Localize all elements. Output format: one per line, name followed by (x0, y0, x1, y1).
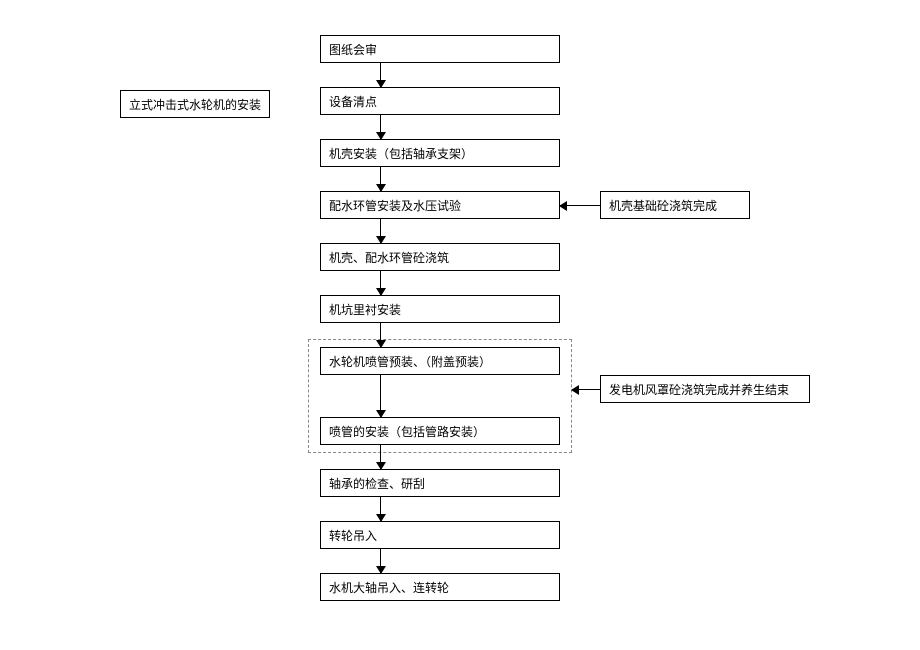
flow-arrow-left (572, 389, 600, 390)
main-node: 喷管的安装（包括管路安装） (320, 417, 560, 445)
main-node: 图纸会审 (320, 35, 560, 63)
flow-arrow-left (560, 205, 600, 206)
side-node: 机壳基础砼浇筑完成 (600, 191, 750, 219)
node-label: 轴承的检查、研刮 (329, 475, 425, 492)
flow-arrow-down (380, 445, 381, 469)
main-node: 机坑里衬安装 (320, 295, 560, 323)
title-label: 立式冲击式水轮机的安装 (129, 96, 261, 113)
side-label: 机壳基础砼浇筑完成 (609, 197, 717, 214)
flow-arrow-down (380, 549, 381, 573)
node-label: 设备清点 (329, 93, 377, 110)
main-node: 水机大轴吊入、连转轮 (320, 573, 560, 601)
side-label: 发电机风罩砼浇筑完成并养生结束 (609, 381, 789, 398)
flow-arrow-down (380, 63, 381, 87)
main-node: 机壳、配水环管砼浇筑 (320, 243, 560, 271)
flow-arrow-down (380, 375, 381, 417)
flow-arrow-down (380, 115, 381, 139)
flow-arrow-down (380, 271, 381, 295)
node-label: 配水环管安装及水压试验 (329, 197, 461, 214)
flow-arrow-down (380, 323, 381, 347)
main-node: 机壳安装（包括轴承支架） (320, 139, 560, 167)
node-label: 机坑里衬安装 (329, 301, 401, 318)
main-node: 配水环管安装及水压试验 (320, 191, 560, 219)
node-label: 机壳安装（包括轴承支架） (329, 145, 473, 162)
node-label: 水轮机喷管预装、（附盖预装） (329, 353, 491, 370)
flow-arrow-down (380, 497, 381, 521)
node-label: 水机大轴吊入、连转轮 (329, 579, 449, 596)
node-label: 机壳、配水环管砼浇筑 (329, 249, 449, 266)
main-node: 设备清点 (320, 87, 560, 115)
node-label: 喷管的安装（包括管路安装） (329, 423, 485, 440)
node-label: 图纸会审 (329, 41, 377, 58)
main-node: 水轮机喷管预装、（附盖预装） (320, 347, 560, 375)
title-node: 立式冲击式水轮机的安装 (120, 90, 270, 118)
flow-arrow-down (380, 167, 381, 191)
node-label: 转轮吊入 (329, 527, 377, 544)
side-node: 发电机风罩砼浇筑完成并养生结束 (600, 375, 810, 403)
main-node: 轴承的检查、研刮 (320, 469, 560, 497)
main-node: 转轮吊入 (320, 521, 560, 549)
flow-arrow-down (380, 219, 381, 243)
